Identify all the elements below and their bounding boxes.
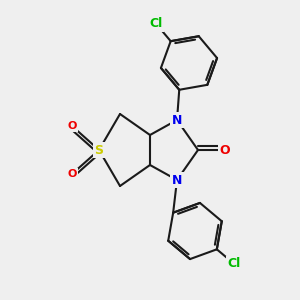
Text: O: O: [67, 169, 77, 179]
Text: Cl: Cl: [227, 257, 241, 270]
Text: N: N: [172, 113, 182, 127]
Text: S: S: [94, 143, 103, 157]
Text: O: O: [220, 143, 230, 157]
Text: Cl: Cl: [150, 17, 163, 30]
Text: N: N: [172, 173, 182, 187]
Text: O: O: [67, 121, 77, 131]
